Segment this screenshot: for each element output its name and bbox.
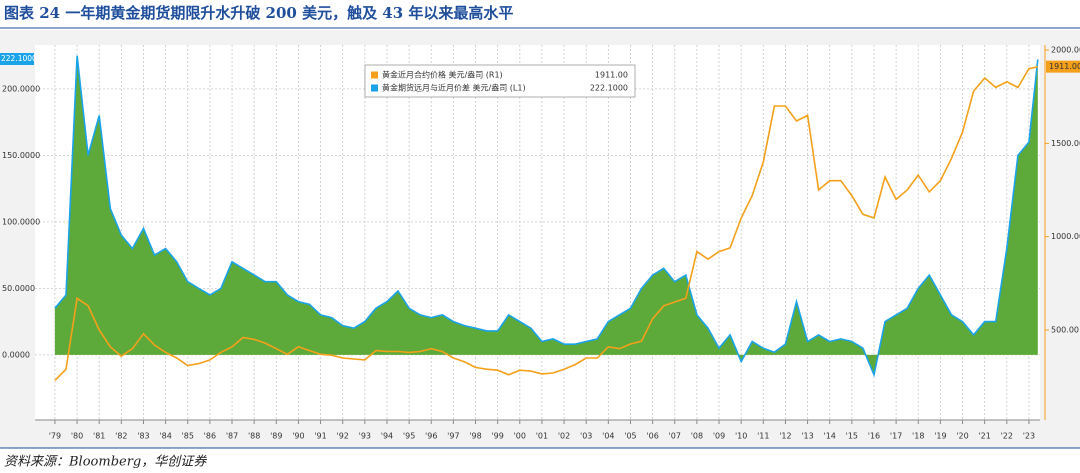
x-tick-label: '87	[226, 432, 238, 441]
x-tick-label: '04	[602, 432, 614, 441]
x-tick-label: '03	[580, 432, 592, 441]
x-tick-label: '88	[248, 432, 260, 441]
x-tick-label: '86	[204, 432, 216, 441]
y-tick-label: 150.0000	[2, 151, 40, 160]
x-tick-label: '10	[735, 432, 747, 441]
source: 资料来源：Bloomberg，华创证券	[4, 455, 207, 470]
y-tick-label: 100.0000	[2, 217, 40, 226]
x-tick-label: '80	[71, 432, 83, 441]
x-tick-label: '93	[359, 432, 371, 441]
y-tick-label: 200.0000	[2, 84, 40, 93]
y2-tick-label: 2000.00	[1051, 46, 1080, 55]
y2-tick-label: 1500.00	[1051, 139, 1080, 148]
legend-label: 黄金近月合约价格 美元/盎司 (R1)	[382, 70, 503, 80]
x-tick-label: '79	[49, 432, 61, 441]
x-tick-label: '91	[314, 432, 326, 441]
x-tick-label: '07	[669, 432, 681, 441]
x-tick-label: '97	[447, 432, 459, 441]
x-tick-label: '85	[182, 432, 194, 441]
price-line	[54, 65, 1038, 381]
marks: 0.0000 50.0000 100.0000 150.0000 200.0000 '79…	[0, 45, 1080, 441]
x-tick-label: '08	[691, 432, 703, 441]
x-tick-label: '23	[1023, 432, 1035, 441]
y-tick-label: 50.0000	[2, 284, 35, 293]
legend-box	[364, 64, 636, 98]
x-tick-label: '01	[536, 432, 548, 441]
x-tick-label: '83	[137, 432, 149, 441]
chart-title: 图表 24 一年期黄金期货期限升水升破 200 美元，触及 43 年以来最高水平	[4, 4, 513, 22]
x-tick-label: '96	[425, 432, 437, 441]
legend-label: 黄金期货远月与近月价差 美元/盎司 (L1)	[382, 83, 526, 93]
x-tick-label: '81	[93, 432, 105, 441]
y2-tick-label: 500.00	[1051, 326, 1079, 335]
x-tick-label: '15	[846, 432, 858, 441]
x-tick-label: '84	[159, 432, 171, 441]
x-tick-label: '06	[646, 432, 658, 441]
legend-swatch	[371, 84, 378, 92]
x-tick-label: '98	[469, 432, 481, 441]
x-tick-label: '13	[801, 432, 813, 441]
x-tick-label: '21	[978, 432, 990, 441]
legend-swatch	[371, 71, 378, 79]
x-tick-label: '11	[757, 432, 769, 441]
legend-value: 1911.00	[595, 71, 628, 80]
x-tick-label: '14	[824, 432, 836, 441]
x-tick-label: '05	[624, 432, 636, 441]
x-tick-label: '89	[270, 432, 282, 441]
last-value-label: 1911.00	[1049, 62, 1080, 71]
x-tick-label: '95	[403, 432, 415, 441]
x-tick-label: '16	[868, 432, 880, 441]
y2-tick-label: 1000.00	[1051, 232, 1080, 241]
x-tick-label: '19	[934, 432, 946, 441]
x-tick-label: '82	[115, 432, 127, 441]
spread-line	[54, 55, 1039, 378]
y-tick-label: 0.0000	[2, 350, 30, 359]
x-tick-label: '20	[956, 432, 968, 441]
x-tick-label: '22	[1001, 432, 1013, 441]
x-tick-label: '09	[713, 432, 725, 441]
last-value-label: 222.1000	[1, 54, 37, 63]
x-tick-label: '99	[491, 432, 503, 441]
x-tick-label: '94	[381, 432, 393, 441]
last-value-box	[1046, 60, 1080, 73]
x-tick-label: '90	[292, 432, 304, 441]
x-tick-label: '00	[514, 432, 526, 441]
x-tick-label: '12	[779, 432, 791, 441]
x-tick-label: '18	[912, 432, 924, 441]
x-tick-label: '92	[337, 432, 349, 441]
last-value-box	[0, 53, 34, 65]
x-tick-label: '02	[558, 432, 570, 441]
legend-value: 222.1000	[590, 84, 628, 93]
legend: 黄金近月合约价格 美元/盎司 (R1) 1911.00 黄金期货远月与近月价差 美元…	[364, 64, 636, 98]
x-tick-label: '17	[890, 432, 902, 441]
